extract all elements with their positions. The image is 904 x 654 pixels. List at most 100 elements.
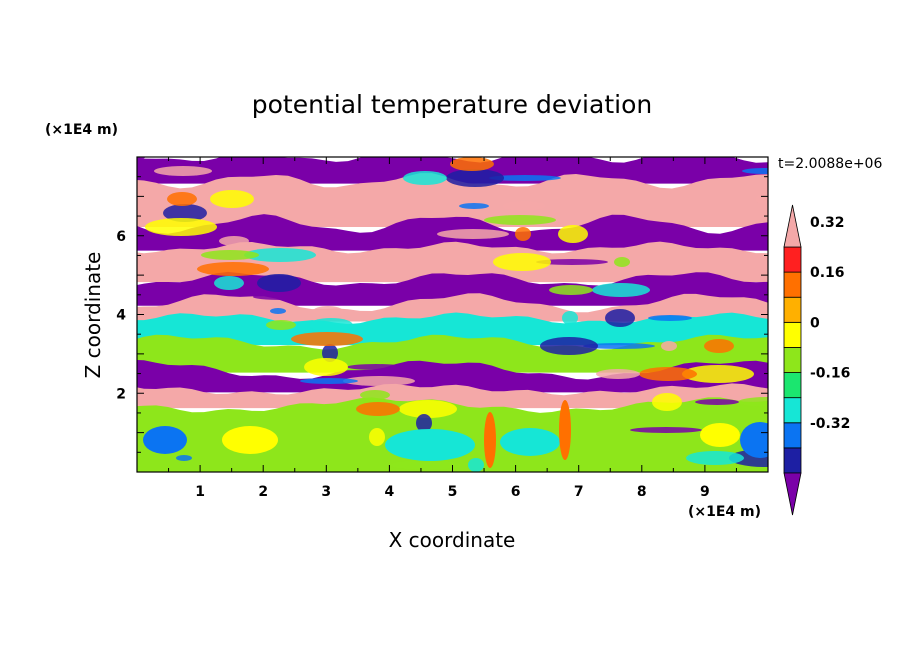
contour-blob — [450, 157, 494, 171]
time-label: t=2.0088e+06 — [778, 156, 882, 172]
contour-blob — [738, 397, 768, 407]
colorbar-segment — [783, 296, 802, 323]
contour-blob — [661, 341, 677, 351]
contour-blob — [559, 400, 571, 460]
contour-blob — [484, 215, 556, 225]
contour-blob — [700, 423, 740, 447]
contour-blob — [403, 171, 447, 185]
contour-blob — [583, 343, 655, 349]
y-tick-label: 6 — [116, 229, 126, 245]
contour-blob — [416, 414, 432, 432]
contour-blob — [648, 315, 692, 321]
colorbar-segment — [783, 347, 802, 373]
contour-blob — [682, 365, 754, 383]
colorbar-segment — [783, 321, 802, 348]
band-0 — [137, 157, 768, 184]
contour-blob — [291, 332, 363, 346]
contour-blob — [343, 376, 415, 386]
colorbar-label: -0.32 — [810, 416, 850, 432]
contour-blob — [484, 412, 496, 468]
x-axis-label: X coordinate — [389, 528, 516, 552]
colorbar-labels: -0.32 -0.16 0 0.16 0.32 — [810, 215, 850, 432]
colorbar-label: 0.16 — [810, 265, 845, 281]
contour-blob — [322, 344, 338, 362]
contour-blob — [459, 203, 489, 209]
contour-blob — [309, 318, 353, 332]
colorbar-segment — [783, 447, 802, 474]
band-9 — [137, 383, 768, 409]
contour-blob — [596, 369, 640, 379]
contour-blob — [304, 358, 348, 376]
contour-blob — [163, 204, 207, 222]
contour-blob — [515, 227, 531, 241]
x-tick-label: 8 — [637, 484, 647, 500]
contour-blob — [592, 283, 650, 297]
contour-blob — [356, 402, 400, 416]
contour-blob — [313, 306, 343, 316]
contour-blob — [540, 337, 598, 355]
contour-blob — [197, 262, 269, 276]
contour-blob — [201, 250, 259, 260]
contour-blob — [244, 248, 316, 262]
contour-blob — [222, 426, 278, 454]
band-1 — [137, 173, 768, 227]
contour-blob — [489, 175, 561, 181]
x-tick-label: 7 — [574, 484, 584, 500]
x-tick-label: 6 — [511, 484, 521, 500]
y-unit-label: (×1E4 m) — [45, 122, 118, 138]
contour-blob — [210, 190, 254, 208]
contour-blob — [266, 320, 296, 330]
colorbar-segment — [783, 397, 802, 424]
contour-blob — [549, 285, 593, 295]
contour-blob — [360, 390, 390, 400]
contour-blob — [742, 168, 768, 174]
contour-blob — [558, 225, 588, 243]
x-tick-labels: 1 2 3 4 5 6 7 8 9 — [195, 484, 710, 500]
chart-title: potential temperature deviation — [252, 90, 652, 119]
y-tick-label: 4 — [116, 308, 126, 324]
contour-blob — [253, 294, 311, 300]
contour-blob — [536, 259, 608, 265]
colorbar-segment — [783, 422, 802, 449]
contour-field — [137, 157, 768, 472]
contour-blob — [385, 429, 475, 461]
colorbar-segment — [783, 372, 802, 399]
colorbar-label: -0.16 — [810, 366, 850, 382]
contour-blob — [347, 364, 405, 370]
colorbar-label: 0 — [810, 315, 820, 331]
contour-blob — [154, 166, 212, 176]
colorbar-lower-arrow — [783, 472, 802, 516]
contour-blob — [257, 274, 301, 292]
x-tick-label: 5 — [448, 484, 458, 500]
x-tick-label: 9 — [700, 484, 710, 500]
contour-blob — [390, 460, 462, 470]
axis-ticks — [136, 156, 769, 473]
contour-blob — [502, 201, 546, 211]
contour-blob — [223, 224, 239, 230]
contour-blob — [614, 257, 630, 267]
contour-blob — [143, 426, 187, 454]
contour-blob — [468, 458, 484, 472]
contour-blob — [300, 378, 358, 384]
contour-blob — [500, 428, 560, 456]
y-tick-labels: 2 4 6 — [116, 229, 126, 403]
contour-blob — [399, 400, 457, 418]
contour-blob — [506, 287, 536, 293]
contour-blob — [704, 339, 734, 353]
x-unit-label: (×1E4 m) — [688, 504, 761, 520]
x-tick-label: 1 — [195, 484, 205, 500]
contour-blob — [437, 229, 509, 239]
contour-blob — [176, 455, 192, 461]
contour-blob — [605, 309, 635, 327]
x-tick-label: 2 — [258, 484, 268, 500]
x-tick-label: 3 — [321, 484, 331, 500]
contour-blob — [137, 157, 145, 160]
contour-blob — [695, 399, 739, 405]
band-8 — [137, 360, 768, 393]
contour-blob — [562, 311, 578, 325]
contour-blob — [167, 192, 197, 206]
contour-blob — [369, 428, 385, 446]
contour-blob — [639, 367, 697, 381]
y-axis-label: Z coordinate — [81, 252, 105, 379]
